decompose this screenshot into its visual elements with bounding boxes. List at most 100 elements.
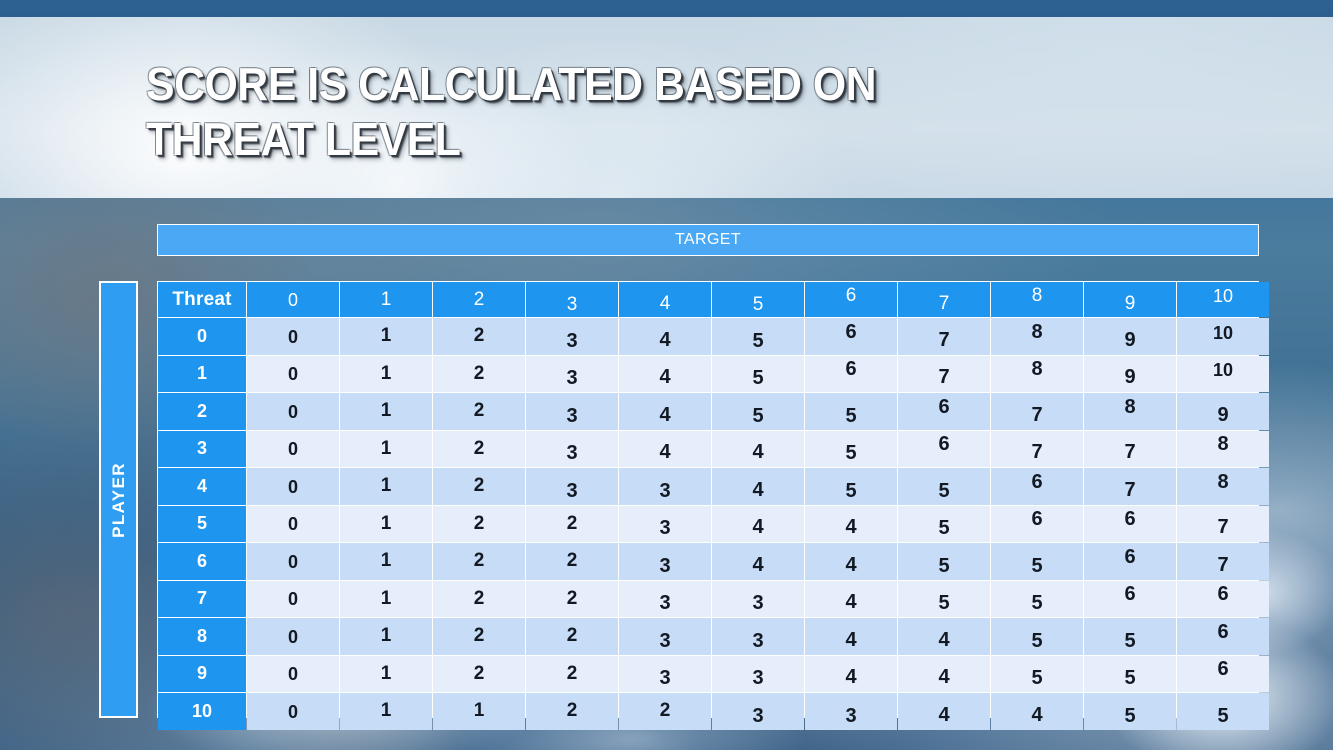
score-cell-p2-t4: 4 [619, 393, 711, 430]
score-cell-p2-t7: 6 [898, 393, 990, 430]
column-header-9: 9 [1084, 282, 1176, 317]
score-cell-p6-t4-text: 3 [659, 554, 671, 577]
row-header-8: 8 [158, 618, 246, 655]
column-header-7-text: 7 [938, 292, 950, 314]
score-cell-p3-t2-text: 2 [473, 437, 485, 459]
score-cell-p2-t1: 1 [340, 393, 432, 430]
score-cell-p10-t7-text: 4 [938, 703, 950, 726]
score-cell-p0-t2: 2 [433, 318, 525, 355]
score-cell-p5-t2-text: 2 [473, 512, 485, 534]
score-cell-p3-t3-text: 3 [566, 442, 578, 465]
score-cell-p6-t6-text: 4 [845, 553, 857, 576]
score-cell-p1-t2: 2 [433, 355, 525, 392]
score-cell-p8-t0: 0 [247, 618, 339, 655]
score-cell-p9-t0: 0 [247, 655, 339, 692]
score-cell-p7-t5-text: 3 [752, 592, 764, 615]
row-header-6: 6 [158, 543, 246, 580]
score-cell-p7-t3: 2 [526, 580, 618, 617]
row-header-9-text: 9 [196, 663, 207, 684]
score-cell-p9-t2: 2 [433, 655, 525, 692]
score-cell-p0-t9-text: 9 [1124, 328, 1136, 351]
score-cell-p0-t8-text: 8 [1031, 320, 1043, 343]
score-cell-p4-t5: 4 [712, 468, 804, 505]
column-header-6: 6 [805, 282, 897, 317]
score-cell-p6-t3-text: 2 [566, 550, 578, 572]
score-cell-p1-t3-text: 3 [566, 367, 578, 390]
score-cell-p4-t2: 2 [433, 468, 525, 505]
score-cell-p10-t4: 2 [619, 693, 711, 730]
row-header-10-text: 10 [191, 700, 213, 721]
column-header-4-text: 4 [659, 292, 671, 314]
score-cell-p3-t8-text: 7 [1031, 441, 1043, 464]
column-header-1-text: 1 [380, 288, 392, 310]
page-title: SCORE IS CALCULATED BASED ON THREAT LEVE… [146, 58, 877, 165]
score-cell-p6-t6: 4 [805, 543, 897, 580]
score-cell-p8-t9-text: 5 [1124, 629, 1136, 652]
score-cell-p7-t9-text: 6 [1124, 583, 1136, 606]
score-cell-p7-t6: 4 [805, 580, 897, 617]
row-header-5-text: 5 [196, 513, 207, 534]
row-header-4-text: 4 [196, 475, 207, 496]
score-cell-p8-t8-text: 5 [1031, 629, 1043, 652]
column-header-3-text: 3 [566, 293, 578, 315]
score-cell-p5-t8-text: 6 [1031, 508, 1043, 531]
score-cell-p4-t8: 6 [991, 468, 1083, 505]
score-cell-p1-t6-text: 6 [845, 358, 857, 381]
score-cell-p10-t6-text: 3 [845, 704, 857, 727]
column-header-2: 2 [433, 282, 525, 317]
score-cell-p3-t6-text: 5 [845, 442, 857, 465]
score-cell-p6-t0-text: 0 [287, 551, 298, 572]
score-cell-p0-t7: 7 [898, 318, 990, 355]
score-cell-p3-t3: 3 [526, 430, 618, 467]
player-axis-label: PLAYER [99, 281, 138, 718]
score-cell-p3-t8: 7 [991, 430, 1083, 467]
row-header-6-text: 6 [196, 550, 207, 571]
score-cell-p3-t2: 2 [433, 430, 525, 467]
score-cell-p1-t7: 7 [898, 355, 990, 392]
score-cell-p4-t2-text: 2 [473, 475, 485, 497]
score-cell-p2-t8-text: 7 [1031, 403, 1043, 426]
score-cell-p8-t7-text: 4 [938, 628, 950, 651]
score-cell-p10-t0-text: 0 [287, 701, 298, 722]
score-cell-p10-t6: 3 [805, 693, 897, 730]
score-cell-p10-t10-text: 5 [1217, 704, 1229, 727]
score-cell-p8-t5: 3 [712, 618, 804, 655]
column-header-5: 5 [712, 282, 804, 317]
score-cell-p6-t0: 0 [247, 543, 339, 580]
row-header-1-text: 1 [196, 363, 207, 384]
score-cell-p6-t9-text: 6 [1124, 545, 1136, 568]
score-cell-p5-t3-text: 2 [566, 512, 578, 534]
score-cell-p1-t9: 9 [1084, 355, 1176, 392]
score-cell-p4-t1: 1 [340, 468, 432, 505]
score-cell-p10-t4-text: 2 [659, 700, 671, 722]
score-cell-p9-t7-text: 4 [938, 666, 950, 689]
score-cell-p2-t4-text: 4 [659, 403, 671, 426]
title-banner: SCORE IS CALCULATED BASED ON THREAT LEVE… [0, 17, 1333, 198]
column-header-10: 10 [1177, 282, 1269, 317]
score-cell-p1-t8-text: 8 [1031, 358, 1043, 381]
score-cell-p10-t1: 1 [340, 693, 432, 730]
score-cell-p7-t0-text: 0 [287, 589, 298, 610]
score-cell-p3-t6: 5 [805, 430, 897, 467]
column-header-5-text: 5 [752, 293, 764, 315]
score-cell-p3-t1-text: 1 [380, 437, 392, 459]
score-cell-p10-t5: 3 [712, 693, 804, 730]
score-cell-p0-t5: 5 [712, 318, 804, 355]
score-cell-p5-t7: 5 [898, 505, 990, 542]
score-cell-p2-t1-text: 1 [380, 400, 392, 422]
score-cell-p3-t4: 4 [619, 430, 711, 467]
score-cell-p4-t6-text: 5 [845, 479, 857, 502]
score-cell-p1-t4: 4 [619, 355, 711, 392]
score-cell-p7-t7: 5 [898, 580, 990, 617]
score-cell-p5-t7-text: 5 [938, 517, 950, 540]
score-cell-p9-t4: 3 [619, 655, 711, 692]
target-axis-label: TARGET [157, 224, 1259, 256]
score-cell-p1-t6: 6 [805, 355, 897, 392]
score-cell-p6-t5-text: 4 [752, 553, 764, 576]
score-cell-p0-t4: 4 [619, 318, 711, 355]
row-header-1: 1 [158, 355, 246, 392]
score-cell-p2-t9: 8 [1084, 393, 1176, 430]
score-cell-p6-t7: 5 [898, 543, 990, 580]
score-cell-p9-t1-text: 1 [380, 662, 392, 684]
score-cell-p10-t8-text: 4 [1031, 703, 1043, 726]
